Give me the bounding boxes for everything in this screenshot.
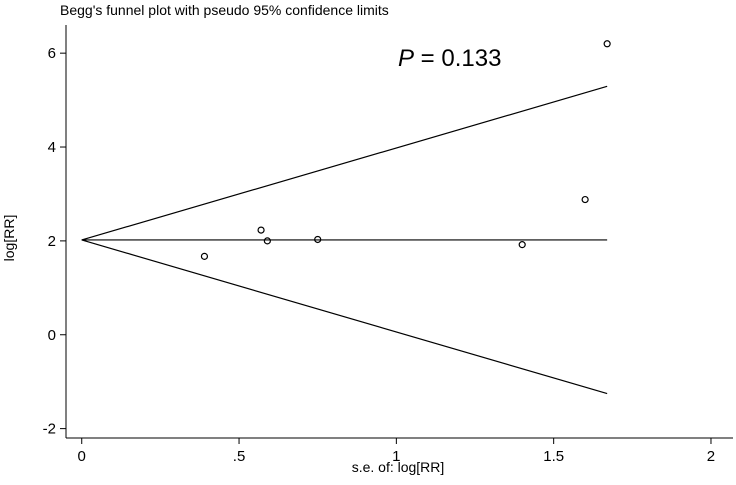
upper-confidence-limit <box>81 85 608 241</box>
y-tick-label: 4 <box>48 139 56 156</box>
data-point <box>200 252 209 260</box>
chart-title: Begg's funnel plot with pseudo 95% confi… <box>60 2 389 18</box>
y-tick-label: 2 <box>48 233 56 250</box>
x-tick-label: 0 <box>78 448 86 465</box>
p-value-text: = 0.133 <box>414 45 501 72</box>
p-value-annotation: P = 0.133 <box>398 45 501 72</box>
y-axis-label: log[RR] <box>1 215 17 262</box>
data-point <box>314 235 322 244</box>
y-tick-label: 0 <box>48 327 56 344</box>
data-point <box>581 195 589 204</box>
x-tick-label: 2 <box>707 448 715 465</box>
axes: 0 .5 1 1.5 2 -2 0 2 4 6 <box>43 25 733 465</box>
y-tick-label: 6 <box>48 45 56 62</box>
x-tick-label: 1 <box>392 448 400 465</box>
data-point <box>263 237 271 245</box>
data-points <box>200 40 611 260</box>
y-tick-label: -2 <box>43 421 56 438</box>
funnel-lines <box>81 85 608 395</box>
x-tick-label: 1.5 <box>543 448 564 465</box>
lower-confidence-limit <box>81 239 608 395</box>
p-value-symbol: P <box>398 45 414 72</box>
data-point <box>518 241 526 249</box>
x-axis-label: s.e. of: log[RR] <box>352 459 445 475</box>
x-tick-label: .5 <box>233 448 246 465</box>
data-point <box>603 40 611 48</box>
data-point <box>257 226 265 234</box>
